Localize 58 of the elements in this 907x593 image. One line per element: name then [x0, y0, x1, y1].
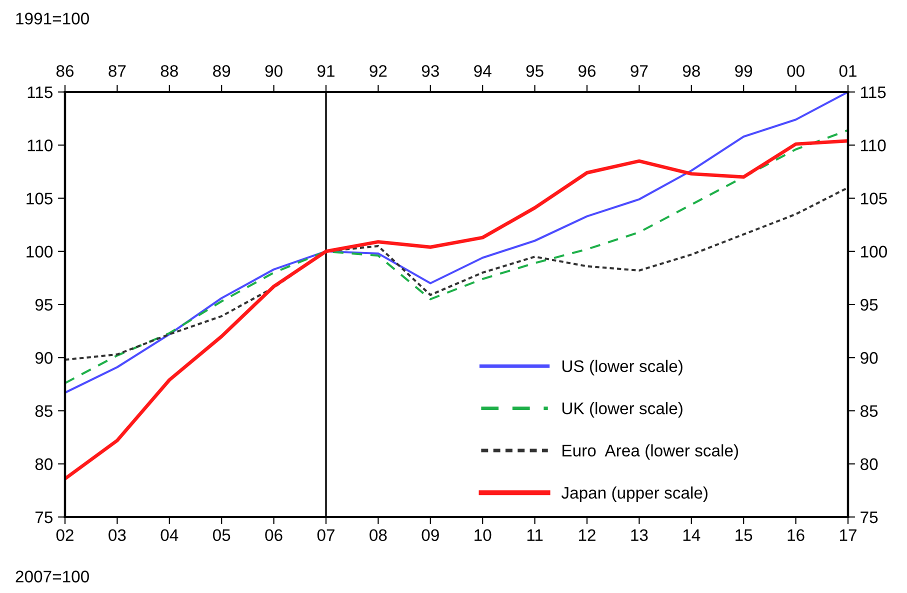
legend-label: Japan (upper scale) — [561, 486, 708, 502]
legend-label: UK (lower scale) — [562, 402, 682, 418]
x2-tick-label: 98 — [682, 65, 700, 77]
x-tick-label: 17 — [840, 529, 856, 541]
x-tick-label: 06 — [265, 529, 282, 542]
x-tick-label: 11 — [527, 529, 543, 541]
x-axis-title: 2007=100 — [16, 570, 89, 582]
x2-tick-label: 01 — [839, 65, 856, 77]
x2-axis-title: 1991=100 — [16, 12, 89, 24]
y-tick-label: 105 — [26, 192, 52, 204]
x2-tick-label: 96 — [578, 65, 596, 77]
x2-tick-label: 90 — [265, 65, 282, 77]
x2-tick-label: 86 — [56, 65, 74, 77]
line-series — [65, 129, 848, 384]
x2-tick-label: 93 — [422, 65, 439, 77]
x-tick-label: 05 — [212, 529, 230, 542]
x-tick-label: 03 — [108, 529, 126, 542]
x2-tick-label: 99 — [735, 65, 752, 77]
x2-tick-label: 88 — [160, 65, 178, 77]
x-tick-label: 12 — [579, 529, 596, 541]
y2-tick-label: 105 — [861, 192, 887, 204]
y2-tick-label: 85 — [860, 405, 878, 417]
x-tick-label: 02 — [56, 529, 74, 542]
x-tick-label: 08 — [370, 529, 387, 542]
y-tick-label: 95 — [35, 298, 52, 311]
line-series — [65, 186, 848, 361]
x-tick-label: 16 — [788, 529, 804, 542]
y-tick-label: 85 — [35, 405, 52, 417]
x2-tick-label: 87 — [108, 65, 126, 77]
x-tick-label: 14 — [683, 529, 700, 541]
y2-tick-label: 75 — [860, 512, 878, 524]
y-tick-label: 100 — [26, 246, 53, 258]
x2-tick-label: 92 — [370, 65, 387, 77]
y2-tick-label: 100 — [861, 246, 887, 258]
x2-tick-label: 97 — [630, 65, 648, 77]
x-tick-label: 15 — [736, 529, 752, 542]
legend-label: Euro Area (lower scale) — [562, 444, 738, 460]
y2-tick-label: 95 — [860, 298, 878, 311]
legend-label: US (lower scale) — [562, 360, 682, 376]
x2-tick-label: 91 — [318, 65, 334, 77]
x-tick-label: 04 — [160, 529, 178, 542]
x-tick-label: 09 — [422, 529, 439, 542]
x2-tick-label: 00 — [787, 65, 804, 77]
y-tick-label: 110 — [28, 140, 53, 152]
y-tick-label: 90 — [35, 352, 53, 364]
y-tick-label: 75 — [36, 512, 52, 524]
x-tick-label: 10 — [474, 529, 492, 542]
x-tick-label: 07 — [317, 529, 334, 542]
y2-tick-label: 115 — [861, 86, 886, 98]
y2-tick-label: 110 — [861, 140, 886, 152]
y-tick-label: 115 — [28, 86, 52, 98]
x-tick-label: 13 — [631, 529, 648, 542]
y2-tick-label: 90 — [860, 352, 878, 364]
y-tick-label: 80 — [35, 458, 53, 470]
x2-tick-label: 95 — [526, 65, 544, 77]
x2-tick-label: 94 — [474, 65, 492, 77]
x2-tick-label: 89 — [213, 65, 230, 77]
y2-tick-label: 80 — [860, 458, 878, 470]
